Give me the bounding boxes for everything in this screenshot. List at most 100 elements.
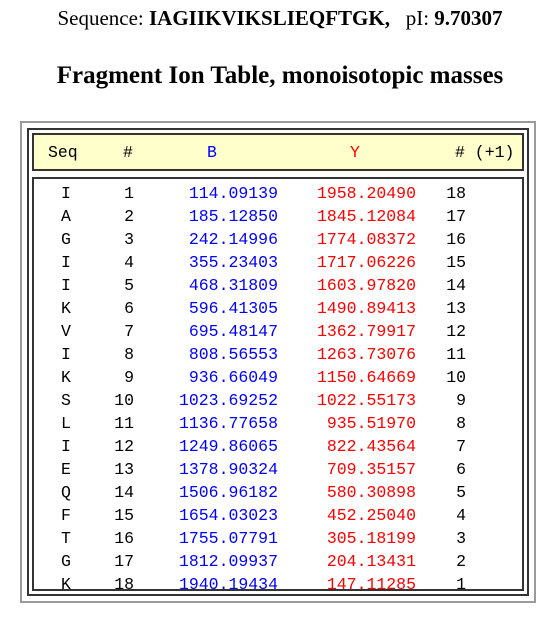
table-row: L 11 1136.77658 935.51970 8 <box>34 414 522 437</box>
row-y-ion: 305.18199 <box>326 529 416 548</box>
row-seq: F <box>61 506 71 525</box>
row-seq: K <box>61 368 71 387</box>
table-row: G 3 242.14996 1774.08372 16 <box>34 230 522 253</box>
row-number-plus1: 11 <box>446 345 466 364</box>
row-number: 7 <box>124 322 134 341</box>
sequence-line: Sequence: IAGIIKVIKSLIEQFTGK, pI: 9.7030… <box>0 6 560 31</box>
row-number-plus1: 13 <box>446 299 466 318</box>
sequence-value: IAGIIKVIKSLIEQFTGK, <box>148 6 390 30</box>
row-number-plus1: 6 <box>456 460 466 479</box>
row-number-plus1: 8 <box>456 414 466 433</box>
row-number: 12 <box>114 437 134 456</box>
row-number-plus1: 4 <box>456 506 466 525</box>
row-y-ion: 1490.89413 <box>316 299 416 318</box>
table-body: I 1 114.09139 1958.20490 18 A 2 185.12850 1845.1… <box>32 177 524 594</box>
column-header-seq: Seq <box>48 143 78 162</box>
row-b-ion: 1023.69252 <box>178 391 278 410</box>
row-b-ion: 355.23403 <box>188 253 278 272</box>
row-number-plus1: 18 <box>446 184 466 203</box>
row-seq: I <box>61 437 71 456</box>
row-y-ion: 935.51970 <box>326 414 416 433</box>
row-number-plus1: 17 <box>446 207 466 226</box>
row-y-ion: 1263.73076 <box>316 345 416 364</box>
table-row: E 13 1378.90324 709.35157 6 <box>34 460 522 483</box>
table-row: I 12 1249.86065 822.43564 7 <box>34 437 522 460</box>
row-seq: I <box>61 276 71 295</box>
column-header-number-plus1: # (+1) <box>455 143 515 162</box>
row-b-ion: 1654.03023 <box>178 506 278 525</box>
row-b-ion: 114.09139 <box>188 184 278 203</box>
row-number-plus1: 3 <box>456 529 466 548</box>
row-b-ion: 185.12850 <box>188 207 278 226</box>
page-title: Fragment Ion Table, monoisotopic masses <box>56 62 504 89</box>
row-b-ion: 1812.09937 <box>178 552 278 571</box>
table-row: V 7 695.48147 1362.79917 12 <box>34 322 522 345</box>
pi-value: 9.70307 <box>434 6 503 30</box>
row-b-ion: 242.14996 <box>188 230 278 249</box>
row-seq: I <box>61 253 71 272</box>
row-number: 1 <box>124 184 134 203</box>
row-b-ion: 1506.96182 <box>178 483 278 502</box>
column-header-b: B <box>207 143 217 162</box>
row-number-plus1: 16 <box>446 230 466 249</box>
row-number: 9 <box>124 368 134 387</box>
row-number: 4 <box>124 253 134 272</box>
row-b-ion: 1755.07791 <box>178 529 278 548</box>
row-seq: G <box>61 230 71 249</box>
row-number-plus1: 9 <box>456 391 466 410</box>
row-number-plus1: 7 <box>456 437 466 456</box>
table-row: A 2 185.12850 1845.12084 17 <box>34 207 522 230</box>
row-y-ion: 1603.97820 <box>316 276 416 295</box>
row-b-ion: 1378.90324 <box>178 460 278 479</box>
row-number: 11 <box>114 414 134 433</box>
row-seq: S <box>61 391 71 410</box>
table-row: K 9 936.66049 1150.64669 10 <box>34 368 522 391</box>
row-y-ion: 1958.20490 <box>316 184 416 203</box>
row-y-ion: 1362.79917 <box>316 322 416 341</box>
row-b-ion: 808.56553 <box>188 345 278 364</box>
row-number-plus1: 14 <box>446 276 466 295</box>
pi-label: pI: <box>405 6 430 30</box>
row-number: 6 <box>124 299 134 318</box>
table-header: Seq # B Y # (+1) <box>32 133 524 171</box>
row-seq: K <box>61 299 71 318</box>
row-number-plus1: 15 <box>446 253 466 272</box>
row-b-ion: 1940.19434 <box>178 575 278 594</box>
row-number: 18 <box>114 575 134 594</box>
row-y-ion: 1150.64669 <box>316 368 416 387</box>
row-y-ion: 1717.06226 <box>316 253 416 272</box>
row-b-ion: 936.66049 <box>188 368 278 387</box>
row-seq: I <box>61 345 71 364</box>
table-row: I 1 114.09139 1958.20490 18 <box>34 184 522 207</box>
row-y-ion: 1774.08372 <box>316 230 416 249</box>
row-b-ion: 596.41305 <box>188 299 278 318</box>
row-number-plus1: 1 <box>456 575 466 594</box>
row-y-ion: 147.11285 <box>326 575 416 594</box>
row-seq: G <box>61 552 71 571</box>
table-row: G 17 1812.09937 204.13431 2 <box>34 552 522 575</box>
column-header-y: Y <box>350 143 360 162</box>
sequence-label: Sequence: <box>57 6 144 30</box>
row-seq: T <box>61 529 71 548</box>
row-number-plus1: 12 <box>446 322 466 341</box>
row-number: 15 <box>114 506 134 525</box>
table-row: T 16 1755.07791 305.18199 3 <box>34 529 522 552</box>
row-seq: I <box>61 184 71 203</box>
table-row: K 18 1940.19434 147.11285 1 <box>34 575 522 598</box>
row-number: 17 <box>114 552 134 571</box>
row-seq: K <box>61 575 71 594</box>
column-header-number: # <box>123 143 133 162</box>
row-seq: E <box>61 460 71 479</box>
row-seq: V <box>61 322 71 341</box>
row-number: 13 <box>114 460 134 479</box>
row-number: 10 <box>114 391 134 410</box>
row-number: 2 <box>124 207 134 226</box>
row-number: 16 <box>114 529 134 548</box>
row-b-ion: 468.31809 <box>188 276 278 295</box>
row-y-ion: 822.43564 <box>326 437 416 456</box>
row-y-ion: 1022.55173 <box>316 391 416 410</box>
table-row: I 4 355.23403 1717.06226 15 <box>34 253 522 276</box>
row-number: 8 <box>124 345 134 364</box>
row-number-plus1: 10 <box>446 368 466 387</box>
row-b-ion: 1249.86065 <box>178 437 278 456</box>
